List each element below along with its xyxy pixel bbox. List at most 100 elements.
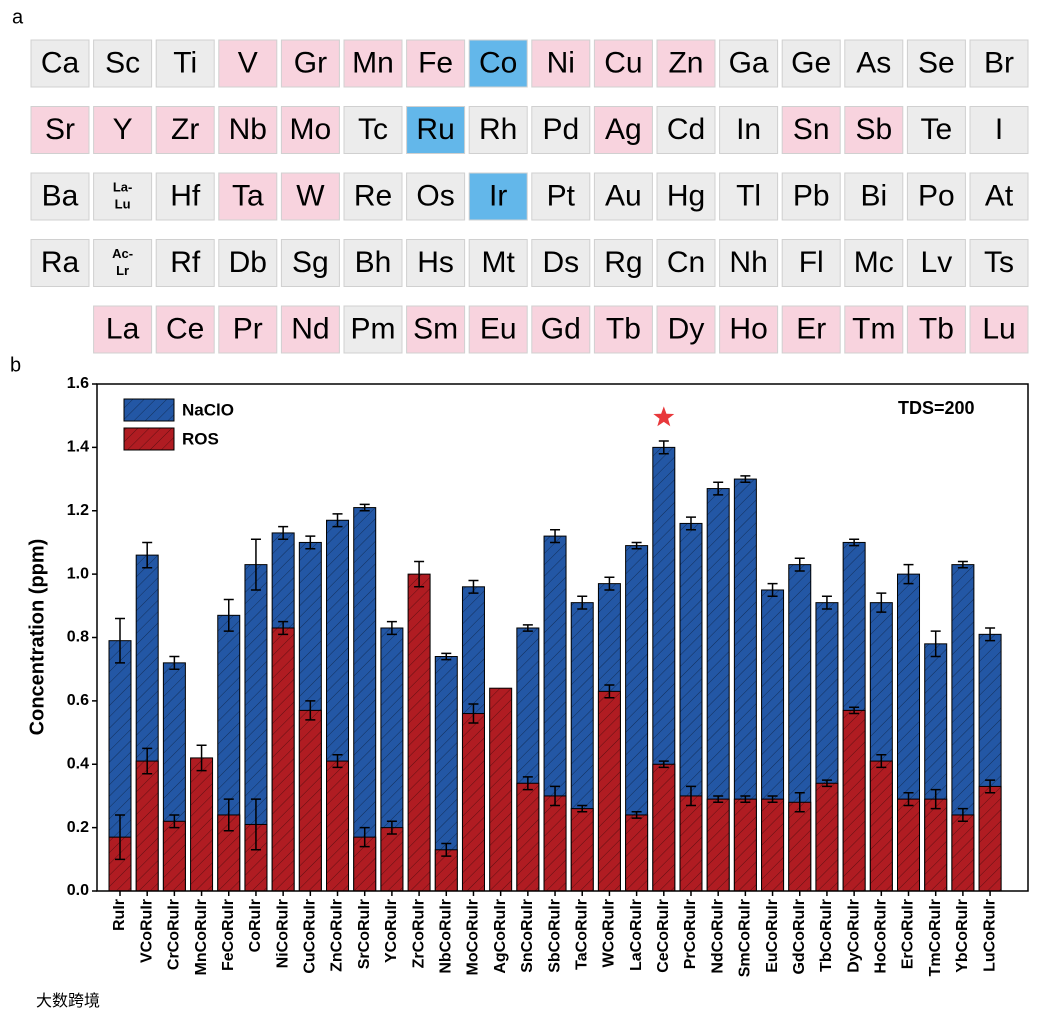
bar-hatch xyxy=(272,627,295,891)
x-tick-label: FeCoRuIr xyxy=(220,899,237,971)
element-symbol: Mc xyxy=(854,246,894,279)
element-cell xyxy=(844,106,904,154)
error-bar xyxy=(685,516,696,531)
element-symbol: W xyxy=(296,179,325,212)
legend-hatch xyxy=(124,428,174,450)
element-cell xyxy=(656,106,716,154)
element-cell xyxy=(30,39,90,88)
x-tick-label: TaCoRuIr xyxy=(573,899,590,970)
bar-hatch xyxy=(462,713,485,891)
error-bar xyxy=(550,529,561,544)
element-cell xyxy=(719,106,779,154)
bar-hatch xyxy=(109,837,131,891)
element-symbol: Lu xyxy=(115,196,131,211)
error-bar xyxy=(767,582,778,598)
y-tick-label: 1.2 xyxy=(67,502,89,519)
element-cell xyxy=(280,239,340,287)
error-bar xyxy=(414,560,425,588)
element-cell xyxy=(969,305,1029,354)
y-tick-label: 0.0 xyxy=(67,882,89,899)
element-cell xyxy=(343,172,403,221)
element-symbol: Ra xyxy=(41,246,80,279)
x-tick-label: AgCoRuIr xyxy=(492,899,509,974)
bar-hatch xyxy=(734,479,757,891)
error-bar xyxy=(386,820,397,835)
element-symbol: Ho xyxy=(729,312,767,345)
bar-hatch xyxy=(761,799,784,891)
element-cell xyxy=(531,39,591,88)
element-symbol: Ir xyxy=(489,179,507,212)
bar-hatch xyxy=(571,808,594,891)
error-bar xyxy=(332,753,343,769)
x-tick-label: LaCoRuIr xyxy=(628,899,645,971)
x-tick-label: ZnCoRuIr xyxy=(329,899,346,972)
error-bar xyxy=(631,541,642,550)
element-cell xyxy=(155,172,215,221)
error-bar xyxy=(849,538,860,547)
error-bar xyxy=(441,842,452,857)
bar-hatch xyxy=(815,783,838,891)
plot-frame xyxy=(96,383,1029,892)
error-bar xyxy=(957,807,968,823)
element-cell xyxy=(969,39,1029,88)
x-tick-label: NbCoRuIr xyxy=(437,899,454,974)
x-tick-label: SrCoRuIr xyxy=(356,899,373,969)
element-symbol: Po xyxy=(918,179,955,212)
element-symbol: Bi xyxy=(860,179,887,212)
x-tick-label: CeCoRuIr xyxy=(655,899,672,973)
error-bar xyxy=(115,814,125,861)
element-symbol: Rh xyxy=(479,113,517,146)
error-bar xyxy=(903,563,914,585)
bar-hatch xyxy=(598,691,621,891)
element-symbol: Cd xyxy=(667,113,705,146)
element-cell xyxy=(781,305,841,354)
error-bar xyxy=(985,779,996,794)
element-cell xyxy=(30,172,90,221)
element-symbol: Sg xyxy=(292,246,329,279)
element-symbol: Lu xyxy=(982,312,1015,345)
error-bar xyxy=(740,475,751,483)
element-symbol: Ce xyxy=(166,312,204,345)
element-cell xyxy=(280,305,340,354)
element-symbol: Ba xyxy=(42,179,79,212)
element-symbol: Nh xyxy=(729,246,767,279)
element-symbol: Br xyxy=(984,46,1014,79)
element-cell xyxy=(280,172,340,221)
error-bar xyxy=(196,744,207,772)
element-symbol: Ge xyxy=(791,46,831,79)
x-tick-label: CoRuIr xyxy=(247,899,264,952)
y-axis-label: Concentration (ppm) xyxy=(26,539,48,736)
error-bar xyxy=(957,560,968,569)
element-symbol: Rf xyxy=(170,246,201,279)
error-bar xyxy=(522,624,533,632)
error-bar xyxy=(849,706,860,715)
element-cell xyxy=(656,305,716,354)
x-tick-label: CrCoRuIr xyxy=(166,899,183,970)
element-symbol: Dy xyxy=(668,312,705,345)
error-bar xyxy=(550,785,561,807)
element-cell xyxy=(906,106,966,154)
element-symbol: Ga xyxy=(729,46,769,79)
element-symbol: Tb xyxy=(606,312,641,345)
x-tick-label: PrCoRuIr xyxy=(682,899,699,969)
x-tick-label: DyCoRuIr xyxy=(845,899,862,973)
error-bar xyxy=(658,440,669,455)
element-symbol: Tb xyxy=(919,312,954,345)
element-cell xyxy=(656,172,716,221)
error-bar xyxy=(821,595,832,610)
error-bar xyxy=(930,788,941,810)
error-bar xyxy=(468,579,479,594)
y-tick-label: 1.0 xyxy=(67,565,89,582)
element-symbol: Pd xyxy=(542,113,579,146)
element-symbol: Pt xyxy=(547,179,576,212)
x-tick-label: NiCoRuIr xyxy=(274,899,291,968)
panel-label: a xyxy=(12,6,24,28)
bar-hatch xyxy=(544,795,567,891)
element-cell xyxy=(844,239,904,287)
y-tick-label: 1.4 xyxy=(67,439,89,456)
x-tick-label: YbCoRuIr xyxy=(954,899,971,973)
bar-hatch xyxy=(924,799,947,891)
bar-hatch xyxy=(734,799,757,891)
x-tick-label: LuCoRuIr xyxy=(981,899,998,972)
